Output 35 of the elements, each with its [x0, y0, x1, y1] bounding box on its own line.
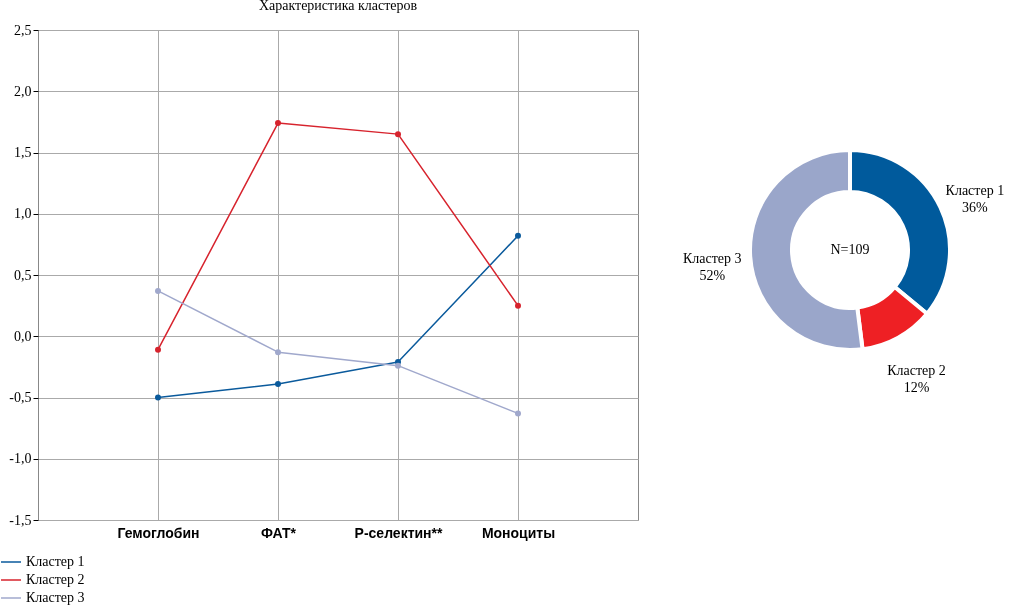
- point: [515, 302, 521, 309]
- point: [515, 232, 521, 239]
- point: [395, 131, 401, 138]
- y-tick-label: 0,0: [14, 328, 32, 344]
- slice-label: Кластер 1: [945, 183, 1005, 199]
- point: [155, 394, 161, 401]
- y-tick-label: 2,5: [14, 22, 32, 38]
- text: N=109: [830, 242, 870, 257]
- point: [275, 120, 281, 127]
- point: [515, 410, 521, 417]
- data-label: 52%: [699, 267, 726, 283]
- point: [395, 362, 401, 369]
- point: [275, 349, 281, 356]
- legend-label: Кластер 1: [26, 554, 85, 569]
- y-tick-label: 1,0: [14, 206, 32, 222]
- y-tick-label: 0,5: [14, 267, 32, 283]
- x-tick-label: ФАТ*: [260, 524, 297, 541]
- y-tick-label: 1,5: [14, 145, 32, 160]
- y-tick-label: 2,0: [14, 83, 32, 99]
- data-label: 12%: [903, 379, 930, 395]
- x-tick-label: Моноциты: [481, 524, 556, 541]
- x-tick-label: Гемоглобин: [117, 524, 200, 541]
- point: [155, 287, 161, 294]
- slice-label: Кластер 3: [682, 250, 742, 266]
- data-label: 36%: [962, 200, 989, 216]
- slice-label: Кластер 2: [887, 362, 946, 378]
- y-tick-label: -0,5: [9, 390, 32, 405]
- legend-label: Кластер 2: [26, 572, 85, 587]
- chart-title: Характеристика кластеров: [258, 0, 418, 13]
- y-tick-label: -1,5: [9, 512, 32, 528]
- y-tick-label: -1,0: [9, 451, 32, 467]
- point: [275, 381, 281, 388]
- point: [155, 346, 161, 353]
- legend-label: Кластер 3: [26, 590, 85, 605]
- x-tick-label: P-селектин**: [354, 524, 443, 541]
